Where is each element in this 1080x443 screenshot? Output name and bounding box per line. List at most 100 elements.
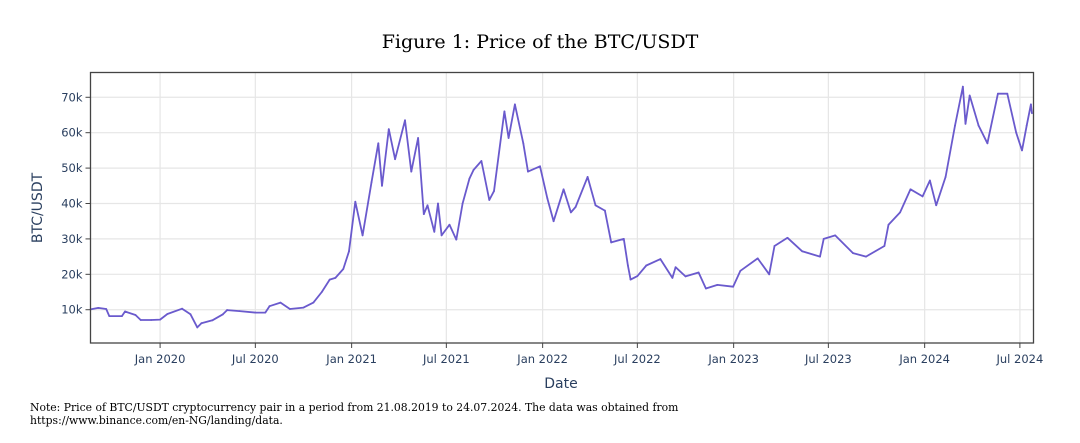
price-point [461,202,464,205]
price-point [569,211,572,214]
x-tick-label: Jul 2021 [422,352,470,366]
price-point [507,137,510,139]
price-point [254,311,257,314]
price-point [134,314,137,316]
x-tick-label: Jan 2020 [134,352,186,366]
price-point [433,230,436,233]
price-point [468,177,471,180]
price-point [944,176,947,178]
y-axis-label: BTC/USDT [30,172,46,243]
price-point [645,264,648,267]
price-point [622,238,625,240]
price-point [822,238,825,240]
price-point [636,275,639,277]
price-point [426,204,429,207]
price-point [381,184,383,187]
price-point [342,268,345,270]
price-line [90,85,1033,329]
price-point [221,313,224,316]
price-point [312,301,315,304]
x-tick-label: Jan 2024 [898,352,950,366]
price-point [546,197,549,200]
price-point [410,170,413,173]
price-point [964,122,967,125]
price-point [671,276,674,279]
price-point [732,285,735,288]
price-point [166,313,169,315]
price-point [437,202,439,205]
price-point [120,315,123,317]
price-point [852,252,854,254]
price-point [159,318,161,321]
y-tick-label: 50k [61,161,83,175]
price-point [716,284,719,286]
price-point [238,310,241,313]
price-point [899,211,901,214]
price-point [361,234,364,237]
price-point [503,110,506,113]
y-tick-label: 70k [61,90,83,104]
price-point [348,250,350,253]
price-point [1025,124,1028,127]
price-point [320,291,323,293]
gridlines [90,72,1034,343]
price-point [196,326,199,329]
price-point [105,308,108,310]
price-point [394,158,396,161]
price-point [189,313,192,316]
y-tick-label: 30k [61,232,83,246]
price-point [986,142,989,145]
y-tick-label: 10k [61,303,83,317]
price-point [552,220,555,223]
price-point [819,255,821,258]
x-tick-label: Jan 2021 [325,352,377,366]
price-point [865,255,867,258]
price-point [480,160,483,162]
price-point [334,276,337,279]
price-point [417,137,419,139]
price-point [211,319,214,322]
price-point [440,234,443,237]
x-tick-label: Jul 2024 [995,352,1043,366]
note-line-2: https://www.binance.com/en-NG/landing/da… [30,413,283,427]
x-tick-label: Jul 2022 [613,352,661,366]
price-point [928,179,931,182]
price-point [328,278,331,281]
price-point [279,301,282,304]
y-tick-label: 20k [61,267,83,281]
figure-title: Figure 1: Price of the BTC/USDT [382,31,699,53]
price-point [488,199,491,201]
price-point [768,273,771,276]
price-point [756,257,759,260]
price-point [629,278,632,281]
x-tick-label: Jul 2020 [231,352,279,366]
price-point [522,142,525,145]
price-point [604,209,606,212]
price-point [472,168,475,171]
price-point [124,310,126,313]
price-point [539,165,541,168]
price-point [268,305,271,308]
price-point [1006,92,1009,95]
price-point [684,275,687,278]
price-point [514,103,516,106]
price-point [493,190,495,193]
price-point [801,250,804,253]
price-point [562,188,565,191]
price-point [226,309,228,311]
price-point [773,245,776,247]
price-point [422,213,425,216]
price-point [97,307,100,309]
price-point [627,264,629,267]
price-point [887,223,890,226]
price-point [150,319,153,321]
price-point [404,119,406,122]
price-point [527,170,529,173]
price-point [968,94,971,97]
price-point [264,311,267,314]
price-point [954,124,956,127]
price-point [354,200,357,203]
price-point [200,322,203,325]
price-point [786,236,789,239]
y-tick-label: 60k [61,126,83,140]
